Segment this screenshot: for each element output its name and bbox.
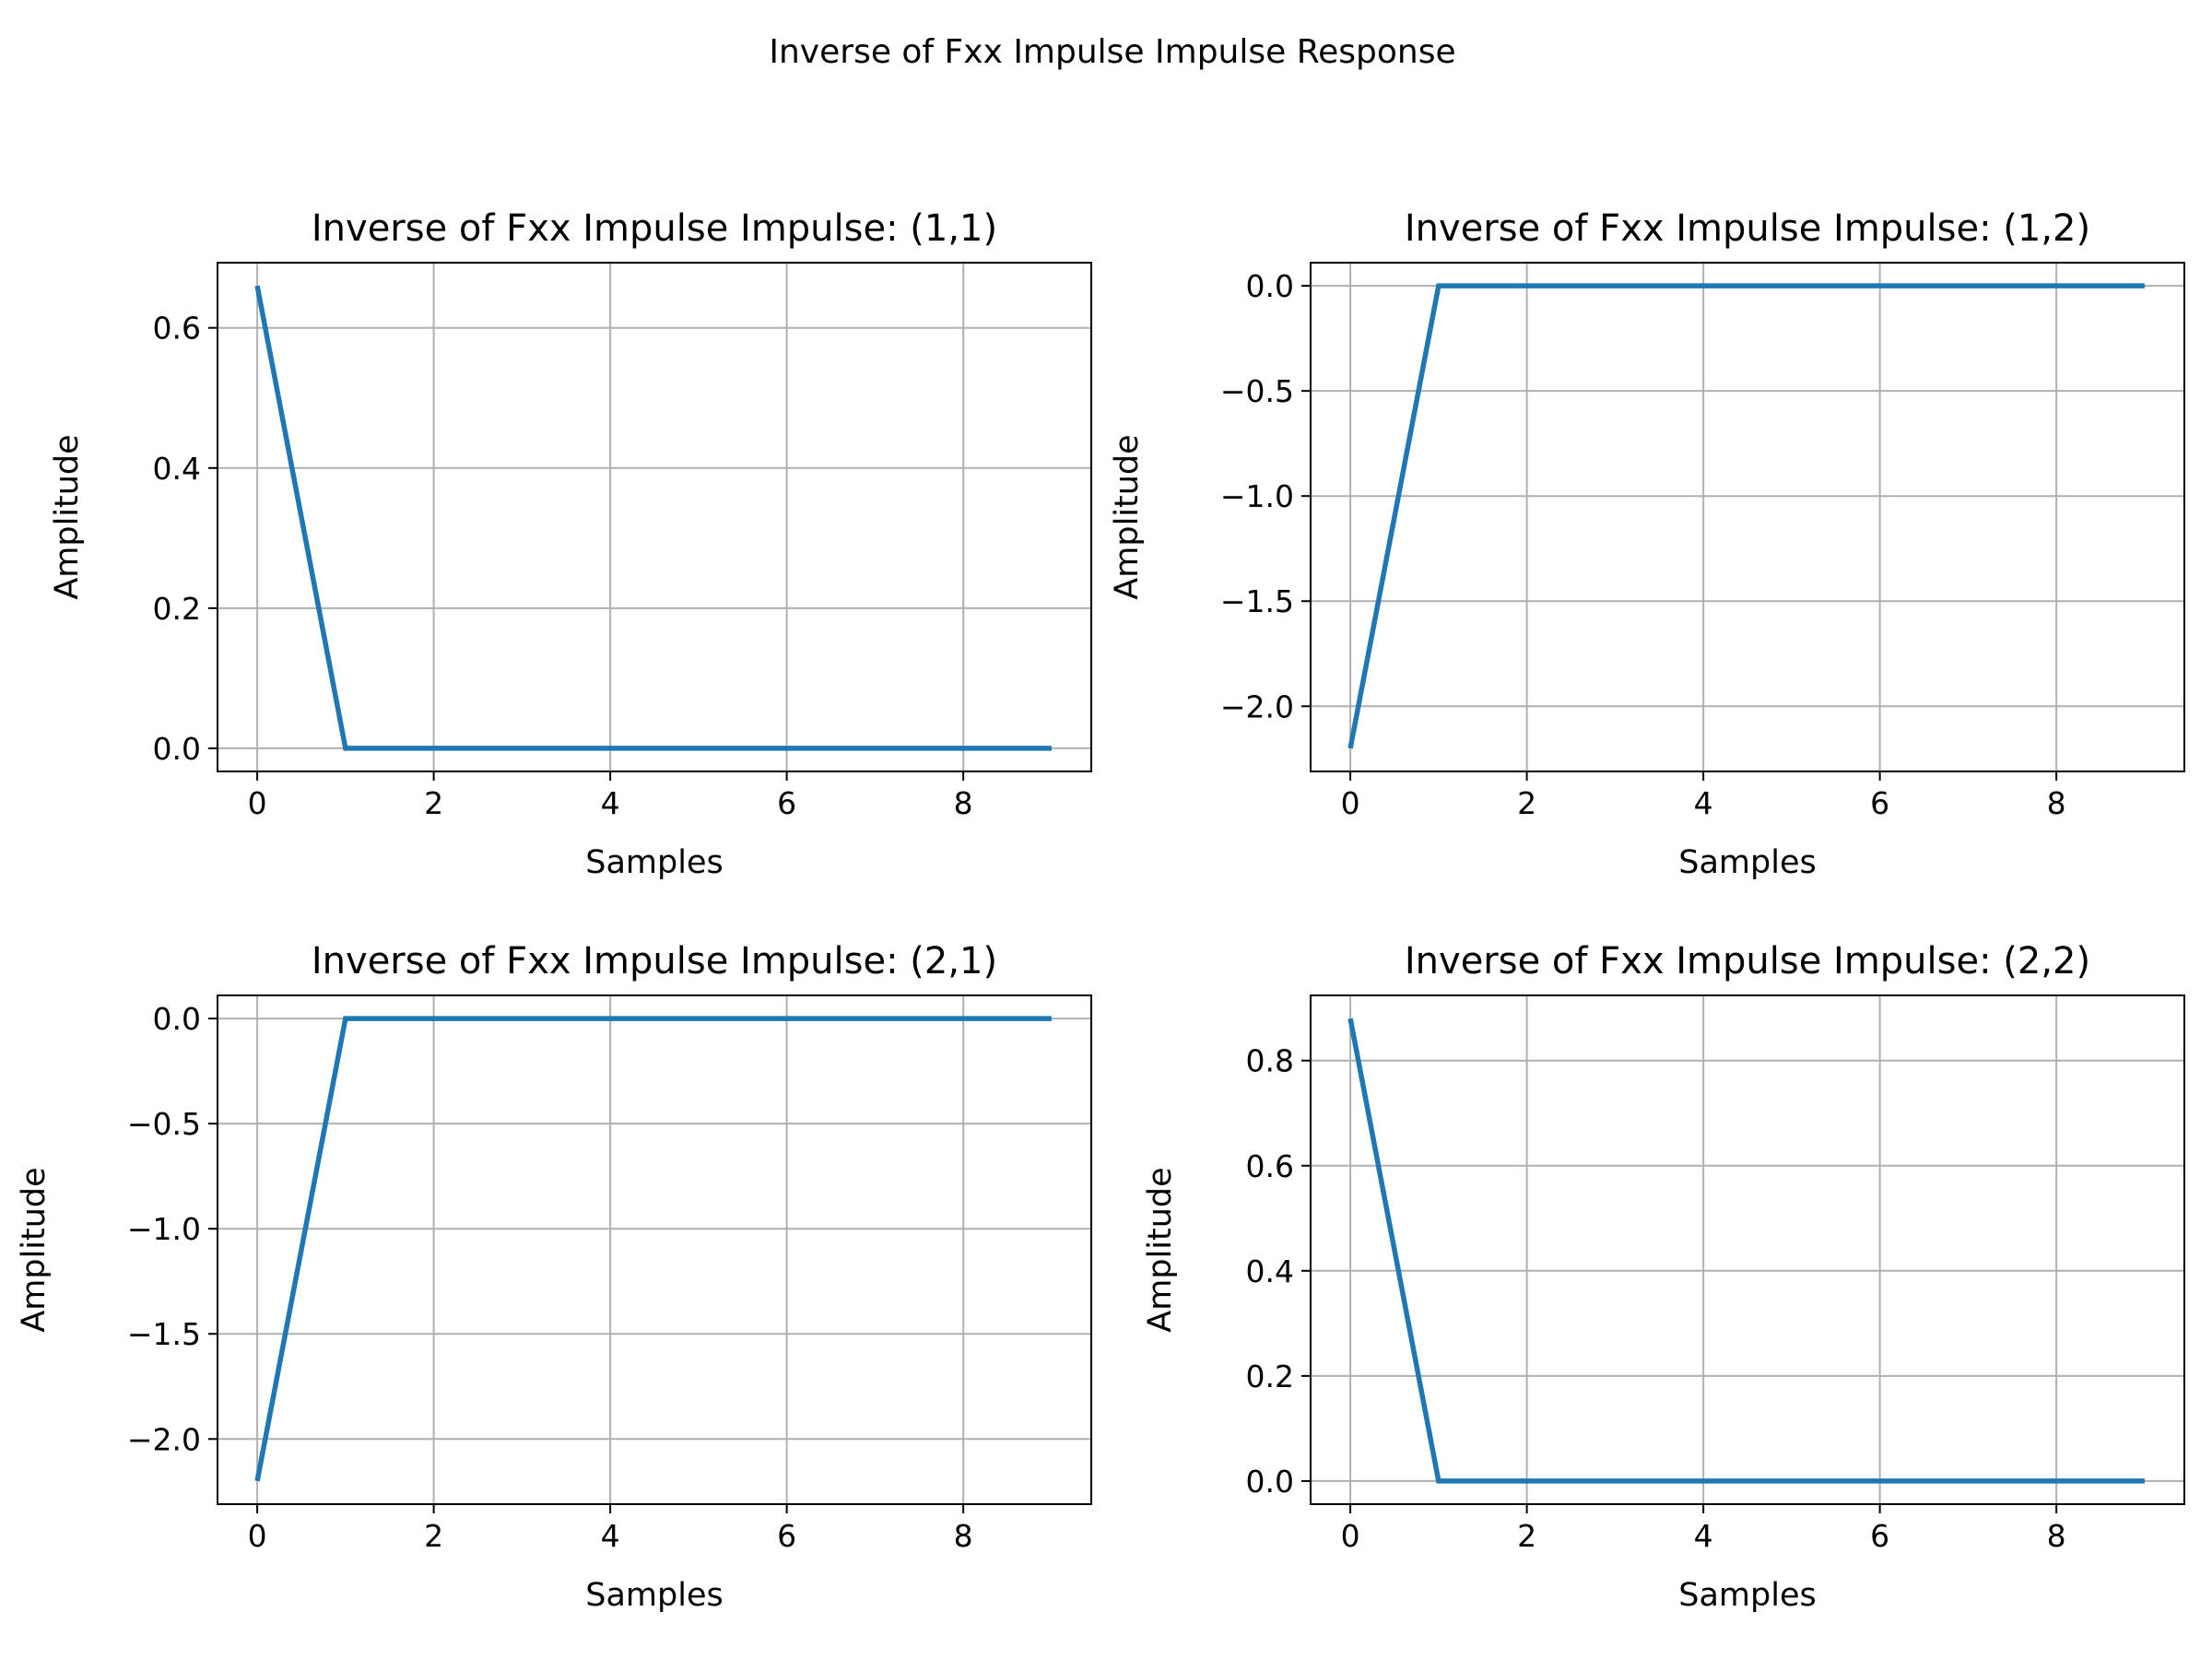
subplot-title: Inverse of Fxx Impulse Impulse: (2,2) xyxy=(1405,940,2090,982)
x-axis-label: Samples xyxy=(585,844,723,881)
x-tick-label: 4 xyxy=(1694,785,1713,821)
x-tick-label: 2 xyxy=(1517,785,1536,821)
y-tick-label: 0.0 xyxy=(153,1001,201,1037)
x-axis-label: Samples xyxy=(1678,1577,1816,1614)
x-tick-label: 8 xyxy=(2047,785,2066,821)
subplot-1: 0 2 4 6 8 0.0 0.2 0.4 0.6 Inverse of Fxx Impulse … xyxy=(49,207,1092,881)
y-tick-label: −2.0 xyxy=(127,1421,201,1457)
subplot-title: Inverse of Fxx Impulse Impulse: (1,2) xyxy=(1405,207,2090,250)
x-tick-label: 8 xyxy=(954,785,973,821)
x-axis-label: Samples xyxy=(1678,844,1816,881)
y-axis-label: Amplitude xyxy=(16,1167,53,1332)
x-tick-label: 0 xyxy=(1341,785,1360,821)
x-tick-label: 4 xyxy=(1694,1518,1713,1554)
x-tick-label: 2 xyxy=(424,1518,443,1554)
x-tick-label: 4 xyxy=(601,785,620,821)
y-tick-label: −0.5 xyxy=(1220,373,1294,409)
subplot-title: Inverse of Fxx Impulse Impulse: (2,1) xyxy=(312,940,997,982)
y-tick-label: −2.0 xyxy=(1220,688,1294,724)
x-tick-label: 6 xyxy=(1870,1518,1889,1554)
x-tick-label: 2 xyxy=(424,785,443,821)
x-tick-label: 6 xyxy=(1870,785,1889,821)
x-tick-label: 2 xyxy=(1517,1518,1536,1554)
y-tick-label: 0.6 xyxy=(1246,1148,1294,1184)
y-axis-label: Amplitude xyxy=(49,434,86,599)
x-axis-label: Samples xyxy=(585,1577,723,1614)
series-line xyxy=(254,285,1052,751)
y-axis-label: Amplitude xyxy=(1142,1167,1179,1332)
y-tick-label: −1.0 xyxy=(1220,478,1294,514)
x-tick-label: 0 xyxy=(248,1518,267,1554)
y-tick-label: 0.0 xyxy=(1246,1464,1294,1500)
axes-frame xyxy=(1310,994,2185,1505)
y-tick-label: 0.0 xyxy=(1246,268,1294,304)
subplot-title: Inverse of Fxx Impulse Impulse: (1,1) xyxy=(312,207,997,250)
series-line xyxy=(1347,283,2145,749)
figure-title: Inverse of Fxx Impulse Impulse Response xyxy=(769,33,1455,71)
y-tick-label: −1.5 xyxy=(1220,583,1294,619)
x-tick-label: 6 xyxy=(777,1518,796,1554)
y-tick-label: 0.2 xyxy=(153,591,201,627)
axes-frame xyxy=(1310,262,2185,772)
y-tick-label: 0.6 xyxy=(153,311,201,347)
y-axis-label: Amplitude xyxy=(1109,434,1146,599)
x-tick-label: 4 xyxy=(601,1518,620,1554)
subplots: 0 2 4 6 8 0.0 0.2 0.4 0.6 Inverse of Fxx Impulse … xyxy=(16,207,2185,1614)
y-tick-label: −1.5 xyxy=(127,1316,201,1352)
axes-frame xyxy=(217,262,1092,772)
y-tick-label: 0.2 xyxy=(1246,1359,1294,1394)
series-line xyxy=(254,1016,1052,1482)
x-tick-label: 8 xyxy=(954,1518,973,1554)
x-tick-label: 6 xyxy=(777,785,796,821)
subplot-3: 0 2 4 6 8 −2.0 −1.5 −1.0 −0.5 0.0 Inverse of Fxx I… xyxy=(16,940,1092,1614)
y-tick-label: 0.4 xyxy=(153,451,201,487)
y-tick-label: −1.0 xyxy=(127,1211,201,1247)
y-tick-label: 0.8 xyxy=(1246,1043,1294,1079)
y-tick-label: 0.0 xyxy=(153,731,201,767)
subplot-4: 0 2 4 6 8 0.0 0.2 0.4 0.6 0.8 Inverse of Fxx Impul… xyxy=(1142,940,2185,1614)
x-tick-label: 0 xyxy=(248,785,267,821)
x-tick-label: 8 xyxy=(2047,1518,2066,1554)
x-tick-label: 0 xyxy=(1341,1518,1360,1554)
y-tick-label: −0.5 xyxy=(127,1106,201,1142)
series-line xyxy=(1347,1018,2145,1484)
y-tick-label: 0.4 xyxy=(1246,1253,1294,1289)
subplot-2: 0 2 4 6 8 −2.0 −1.5 −1.0 −0.5 0.0 Inverse of Fxx I… xyxy=(1109,207,2185,881)
axes-frame xyxy=(217,994,1092,1505)
